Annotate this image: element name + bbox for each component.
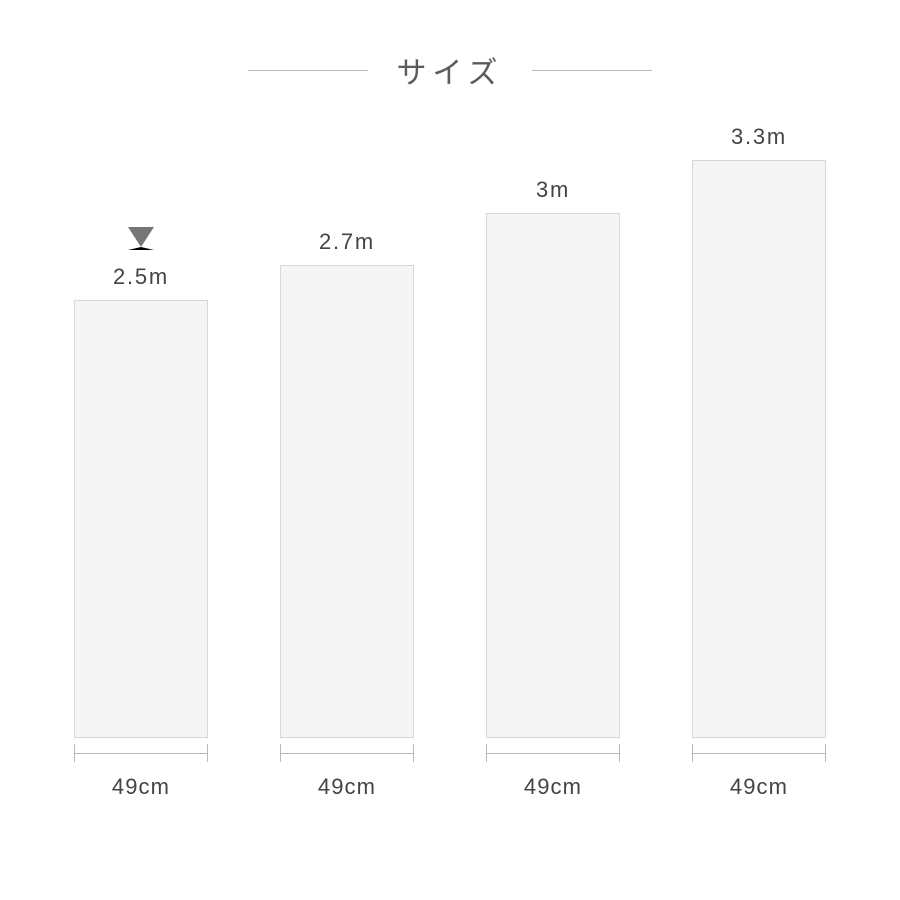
dimension-line [75, 753, 207, 754]
size-column: 2.7m 49cm [280, 229, 414, 800]
width-dimension [486, 744, 620, 762]
title-rule-right [532, 70, 652, 71]
dimension-line [487, 753, 619, 754]
width-dimension [692, 744, 826, 762]
bar-height-label: 3m [536, 177, 570, 203]
page-title: サイズ [396, 48, 503, 92]
bar-width-label: 49cm [318, 774, 376, 800]
size-bar [486, 213, 620, 738]
title-row: サイズ [0, 48, 900, 92]
bar-height-label: 3.3m [731, 124, 787, 150]
bar-width-label: 49cm [524, 774, 582, 800]
size-bar [280, 265, 414, 738]
size-column: 3m 49cm [486, 177, 620, 800]
size-bar [692, 160, 826, 738]
size-column: 3.3m 49cm [692, 124, 826, 800]
dimension-tick-icon [825, 744, 826, 762]
dimension-tick-icon [413, 744, 414, 762]
size-chart: 2.5m 49cm 2.7m 49cm 3m 49cm 3.3m 49cm [0, 124, 900, 800]
width-dimension [74, 744, 208, 762]
selected-marker-icon [128, 227, 154, 250]
dimension-line [281, 753, 413, 754]
width-dimension [280, 744, 414, 762]
dimension-line [693, 753, 825, 754]
title-rule-left [248, 70, 368, 71]
dimension-tick-icon [619, 744, 620, 762]
dimension-tick-icon [207, 744, 208, 762]
size-bar [74, 300, 208, 738]
bar-width-label: 49cm [730, 774, 788, 800]
bar-height-label: 2.7m [319, 229, 375, 255]
size-column: 2.5m 49cm [74, 227, 208, 800]
bar-height-label: 2.5m [113, 264, 169, 290]
bar-width-label: 49cm [112, 774, 170, 800]
